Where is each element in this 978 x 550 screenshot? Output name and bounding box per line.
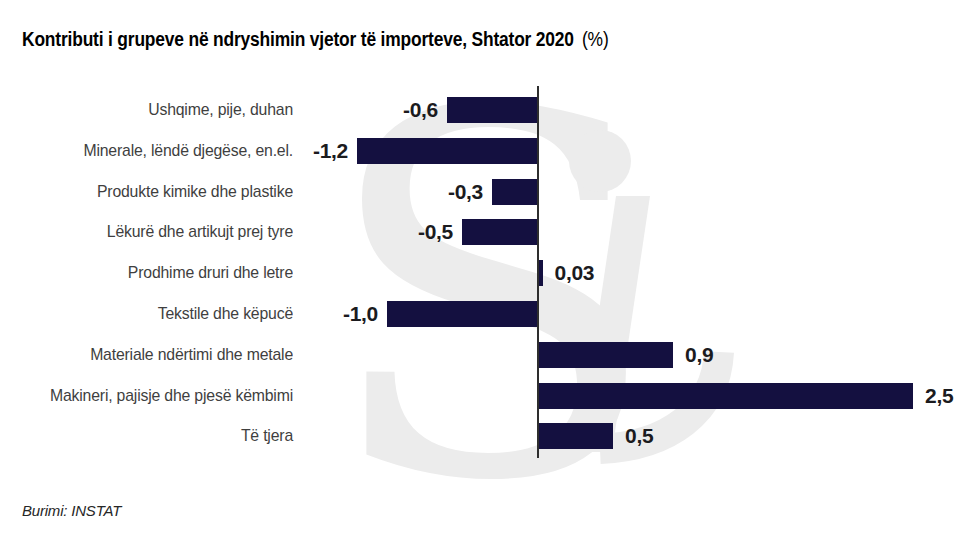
bar <box>357 138 537 164</box>
value-label: 0,5 <box>625 423 653 449</box>
value-label: -1,2 <box>313 138 348 164</box>
value-label: -0,6 <box>403 97 438 123</box>
bar <box>492 179 537 205</box>
value-label: -1,0 <box>343 301 378 327</box>
value-label: -0,3 <box>448 179 483 205</box>
page-title: Kontributi i grupeve në ndryshimin vjeto… <box>22 28 609 51</box>
source-note: Burimi: INSTAT <box>22 502 121 519</box>
bar <box>538 342 673 368</box>
value-label: 0,9 <box>685 342 713 368</box>
category-label: Makineri, pajisje dhe pjesë këmbimi <box>21 383 293 409</box>
category-label: Minerale, lëndë djegëse, en.el. <box>21 138 293 164</box>
title-unit-suffix: (%) <box>582 28 609 50</box>
zero-axis-line <box>537 86 539 458</box>
value-label: -0,5 <box>418 219 453 245</box>
title-text: Kontributi i grupeve në ndryshimin vjeto… <box>22 28 574 50</box>
chart-page: S Kontributi i grupeve në ndryshimin vje… <box>0 0 978 550</box>
category-label: Lëkurë dhe artikujt prej tyre <box>21 219 293 245</box>
bar <box>462 219 537 245</box>
bar <box>387 301 537 327</box>
bar-chart: Ushqime, pije, duhan -0,6 Minerale, lëndë … <box>0 0 978 550</box>
bar <box>538 260 543 286</box>
category-label: Prodhime druri dhe letre <box>21 260 293 286</box>
bar <box>447 97 537 123</box>
category-label: Ushqime, pije, duhan <box>21 97 293 123</box>
category-label: Produkte kimike dhe plastike <box>21 179 293 205</box>
bar <box>538 423 613 449</box>
bar <box>538 383 913 409</box>
category-label: Të tjera <box>21 423 293 449</box>
value-label: 0,03 <box>555 260 595 286</box>
category-label: Tekstile dhe këpucë <box>21 301 293 327</box>
value-label: 2,5 <box>925 383 953 409</box>
category-label: Materiale ndërtimi dhe metale <box>21 342 293 368</box>
